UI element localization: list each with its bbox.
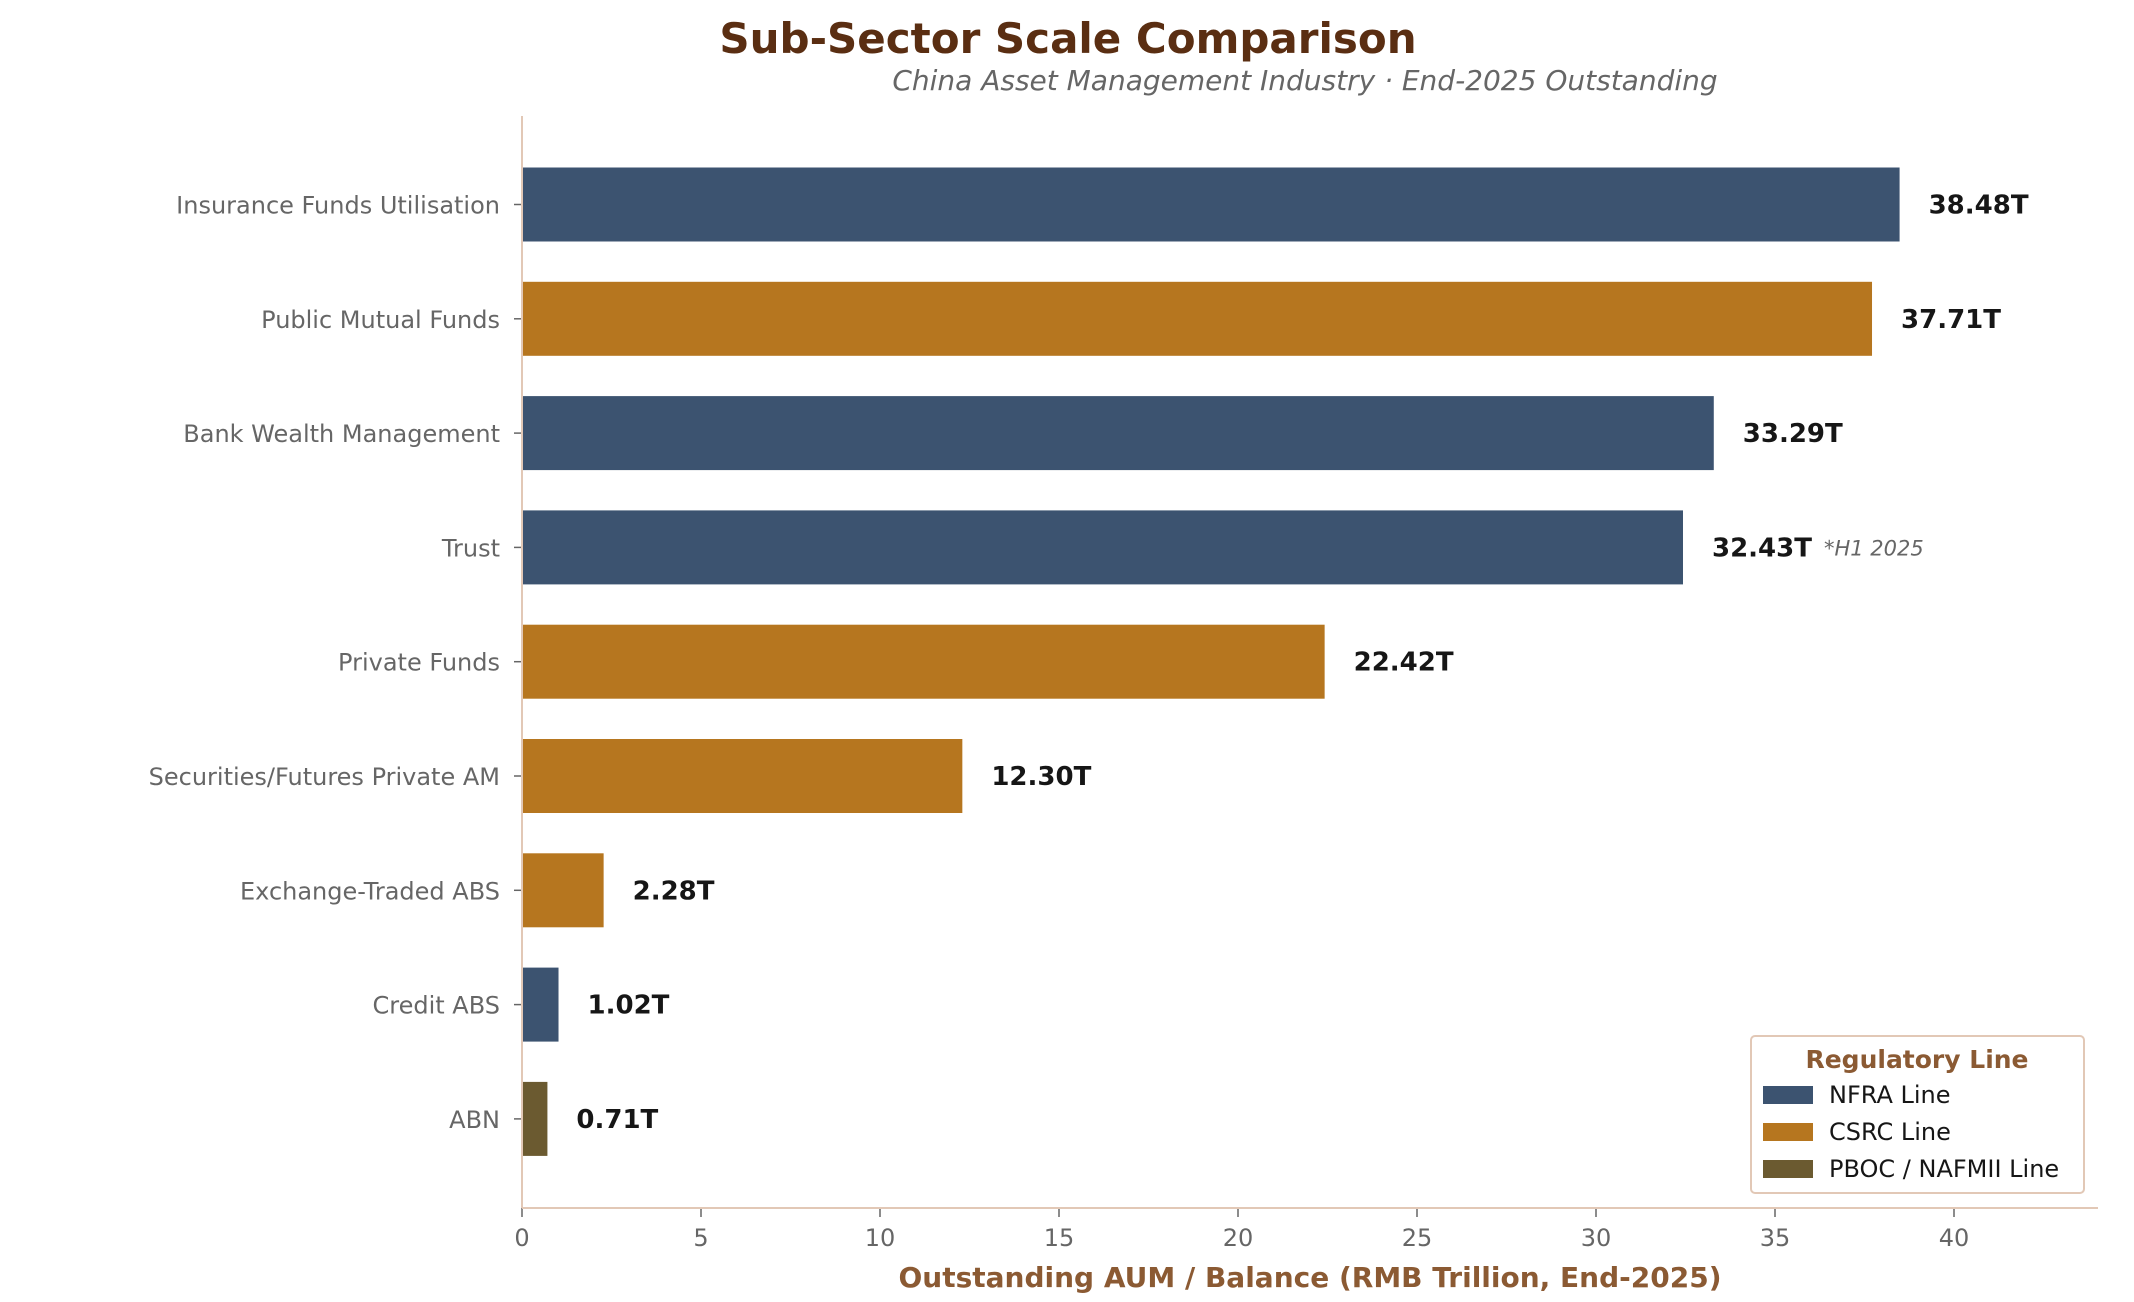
y-tick-label-trust: Trust	[441, 534, 500, 562]
x-tick-label-10: 10	[865, 1224, 896, 1252]
x-tick-label-30: 30	[1581, 1224, 1612, 1252]
y-tick-label-securities-futures-private-am: Securities/Futures Private AM	[149, 763, 500, 791]
x-tick-label-35: 35	[1760, 1224, 1791, 1252]
x-tick-label-40: 40	[1939, 1224, 1970, 1252]
data-label-bank-wealth-management: 33.29T	[1743, 419, 1843, 449]
data-label-exchange-traded-abs: 2.28T	[633, 876, 715, 906]
x-tick-label-5: 5	[693, 1224, 708, 1252]
x-tick-label-25: 25	[1402, 1224, 1433, 1252]
y-tick-label-private-funds: Private Funds	[338, 649, 500, 677]
annotation-trust: *H1 2025	[1824, 536, 1924, 560]
data-label-abn: 0.71T	[576, 1105, 658, 1135]
y-tick-label-credit-abs: Credit ABS	[373, 992, 501, 1020]
legend-label-csrc: CSRC Line	[1829, 1118, 1951, 1146]
data-label-trust: 32.43T	[1712, 533, 1812, 563]
bar-bank-wealth-management	[522, 396, 1714, 471]
legend-swatch-pboc-nafmii	[1763, 1160, 1813, 1178]
y-tick-label-insurance-funds-utilisation: Insurance Funds Utilisation	[176, 192, 500, 220]
data-label-credit-abs: 1.02T	[588, 991, 670, 1021]
data-label-securities-futures-private-am: 12.30T	[991, 762, 1091, 792]
x-tick-label-0: 0	[514, 1224, 529, 1252]
bar-public-mutual-funds	[522, 281, 1873, 356]
bar-trust	[522, 510, 1683, 585]
legend: Regulatory Line NFRA Line CSRC Line PBOC…	[1750, 1035, 2085, 1194]
bar-insurance-funds-utilisation	[522, 167, 1900, 242]
data-label-private-funds: 22.42T	[1354, 648, 1454, 678]
x-tick-label-15: 15	[1044, 1224, 1075, 1252]
legend-label-nfra: NFRA Line	[1829, 1081, 1951, 1109]
y-tick-label-exchange-traded-abs: Exchange-Traded ABS	[240, 877, 500, 905]
bar-securities-futures-private-am	[522, 739, 963, 813]
chart-title: Sub-Sector Scale Comparison	[719, 14, 1416, 63]
chart-subtitle: China Asset Management Industry · End-20…	[892, 64, 1717, 97]
legend-title: Regulatory Line	[1805, 1045, 2028, 1074]
x-tick-label-20: 20	[1223, 1224, 1254, 1252]
legend-label-pboc-nafmii: PBOC / NAFMII Line	[1829, 1155, 2059, 1183]
y-tick-label-public-mutual-funds: Public Mutual Funds	[261, 306, 500, 334]
data-label-insurance-funds-utilisation: 38.48T	[1929, 191, 2029, 221]
x-axis-label: Outstanding AUM / Balance (RMB Trillion,…	[898, 1261, 1721, 1294]
bar-exchange-traded-abs	[522, 853, 604, 928]
y-tick-label-abn: ABN	[449, 1106, 500, 1134]
y-tick-label-bank-wealth-management: Bank Wealth Management	[183, 420, 500, 448]
data-label-public-mutual-funds: 37.71T	[1901, 305, 2001, 335]
legend-swatch-nfra	[1763, 1086, 1813, 1104]
bar-private-funds	[522, 624, 1325, 699]
legend-frame	[1750, 1035, 2085, 1194]
legend-swatch-csrc	[1763, 1123, 1813, 1141]
plot-area: Insurance Funds Utilisation 38.48T Public …	[149, 167, 2029, 1252]
bar-abn	[522, 1081, 548, 1156]
bar-credit-abs	[522, 967, 559, 1042]
